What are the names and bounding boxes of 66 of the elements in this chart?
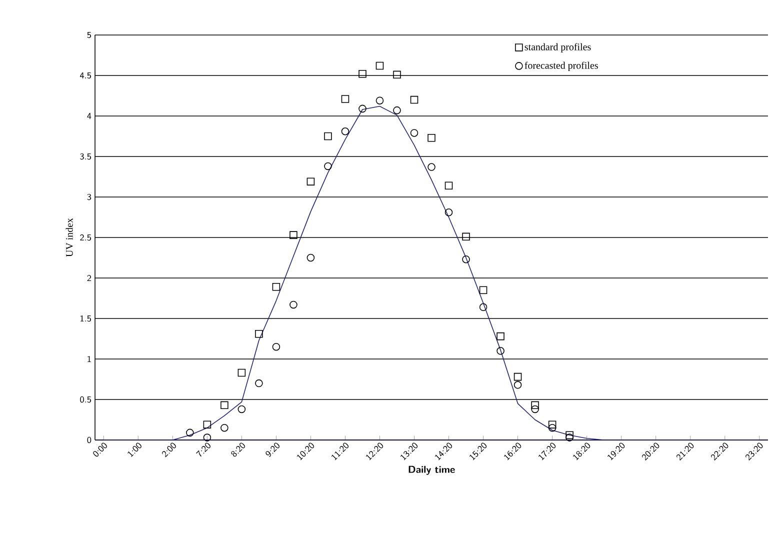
point [238,405,246,414]
point [220,401,228,410]
point [514,381,522,389]
point [203,420,212,428]
point [462,232,470,241]
point [462,255,470,264]
x-tick-label: 8:20 [231,442,245,457]
point [479,286,488,294]
y-tick-label: 2.5 [80,234,92,241]
point [444,182,453,190]
x-axis-title: Daily time [408,466,455,475]
point [255,330,263,338]
point [393,106,401,114]
point [479,303,488,312]
legend-label: standard profiles [524,43,591,52]
y-tick-label: 0.5 [80,396,92,403]
point [290,231,298,239]
point [531,405,539,414]
point [341,95,350,103]
y-tick-label: 2 [87,274,92,282]
point [186,428,194,437]
point [290,300,298,309]
y-tick-label: 3.5 [80,153,92,160]
point [358,104,366,113]
x-tick-label: 0:00 [93,442,107,457]
point [566,431,574,440]
point [376,96,384,104]
point [514,372,522,381]
y-tick-label: 1 [88,356,91,362]
x-tick-label: 9:20 [266,442,280,457]
point [428,134,436,142]
point [496,332,504,340]
y-axis-title: UV index [66,218,73,257]
point [306,254,315,262]
y-tick-label: 0 [87,436,92,444]
point [428,163,436,171]
point [376,62,384,70]
point [548,424,556,432]
x-tick-label: 2:00 [162,442,176,458]
x-tick-label: 1:00 [128,442,142,457]
point [272,283,280,291]
y-tick-label: 4.5 [80,72,92,79]
point [324,162,332,170]
x-tick-label: 7:20 [196,442,210,457]
y-tick-label: 4 [87,113,92,119]
point [306,178,315,186]
point [548,420,556,428]
y-tick-label: 5 [87,32,92,38]
point [203,434,212,442]
y-tick-label: 1.5 [80,315,92,322]
y-tick-label: 3 [87,194,92,200]
point [272,342,280,351]
point [393,70,401,79]
point [531,401,539,410]
point [324,132,332,140]
point [566,434,574,442]
point [410,96,418,104]
legend-label: forecasted profiles [524,62,598,71]
point [255,379,263,388]
point [341,127,350,136]
point [496,347,504,355]
point [220,424,228,432]
point [358,70,366,78]
point [410,129,418,137]
point [238,368,246,377]
point [444,208,453,216]
